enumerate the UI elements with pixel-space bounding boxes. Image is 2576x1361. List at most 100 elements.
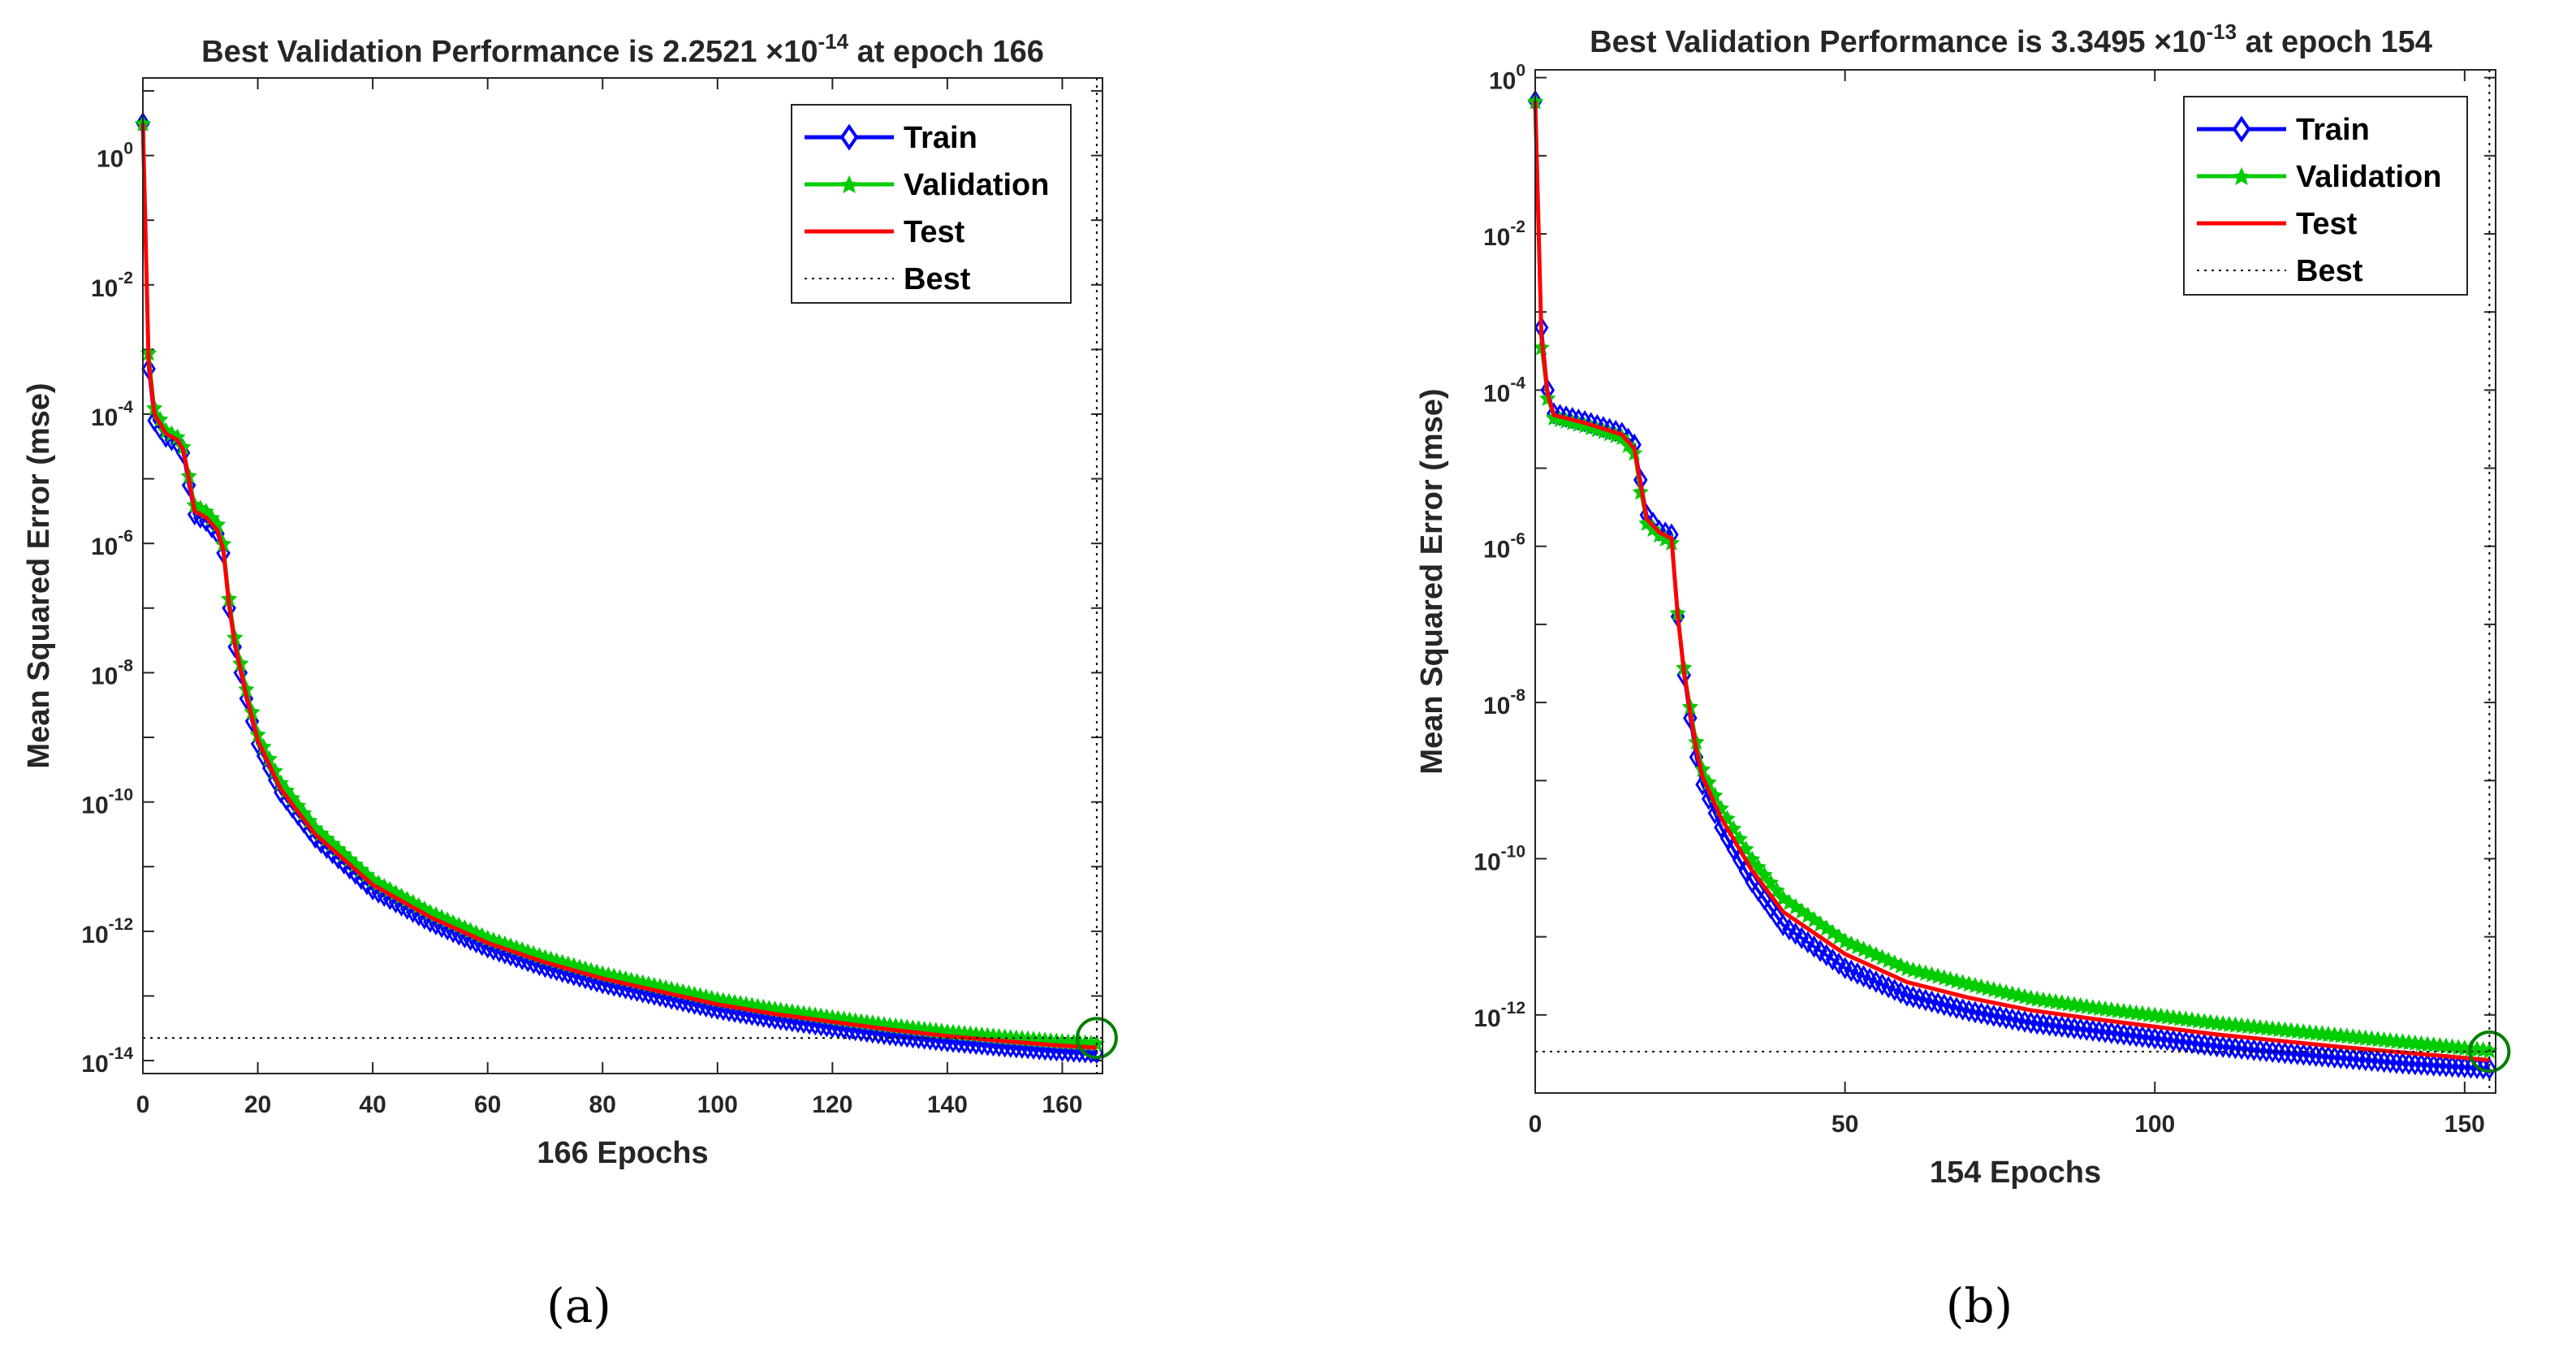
validation-marker <box>1756 866 1773 883</box>
series-markers-train <box>1528 89 2497 1080</box>
y-tick-exponent: -10 <box>1501 842 1525 861</box>
y-tick-exponent: -2 <box>1510 218 1525 236</box>
y-tick-label: 10-6 <box>1483 530 1525 564</box>
y-tick-base: 10 <box>91 404 118 431</box>
y-tick-base: 10 <box>1483 224 1510 251</box>
y-tick-exponent: -12 <box>109 915 133 934</box>
x-tick-label: 0 <box>136 1091 150 1118</box>
series-markers-validation <box>1526 93 2498 1059</box>
validation-marker <box>1768 881 1785 898</box>
legend-label-train: Train <box>904 121 977 155</box>
validation-marker <box>1750 858 1767 875</box>
y-tick-label: 10-12 <box>81 915 133 948</box>
legend-label-best: Best <box>904 262 971 296</box>
best-point-circle <box>2468 1030 2511 1074</box>
title-suffix: at epoch 166 <box>848 35 1044 69</box>
title-exponent: -13 <box>2207 19 2237 44</box>
title-suffix: at epoch 154 <box>2237 25 2432 59</box>
series-line-test <box>1533 101 2490 1063</box>
title-prefix: Best Validation Performance is 3.3495 <box>1590 25 2154 59</box>
best-point-circle <box>1075 1017 1118 1060</box>
x-tick-label: 80 <box>589 1091 616 1118</box>
title-times: × <box>766 35 783 69</box>
validation-marker <box>1620 436 1637 453</box>
y-tick-label: 10-10 <box>1474 842 1525 875</box>
legend-label-best: Best <box>2296 254 2363 288</box>
x-tick-label: 100 <box>2134 1111 2175 1138</box>
y-tick-base: 10 <box>81 793 108 819</box>
x-tick-label: 150 <box>2444 1111 2485 1138</box>
y-tick-label: 10-2 <box>1483 218 1525 251</box>
axes-box <box>142 77 1103 1074</box>
y-axis-label: Mean Squared Error (mse) <box>22 382 56 768</box>
y-tick-exponent: -10 <box>109 786 133 805</box>
chart-title: Best Validation Performance is 2.2521 ×1… <box>201 29 1044 69</box>
y-tick-base: 10 <box>81 922 108 948</box>
y-tick-label: 10-4 <box>1483 374 1525 407</box>
title-prefix: Best Validation Performance is 2.2521 <box>201 35 766 69</box>
y-tick-label: 100 <box>1489 62 1525 95</box>
chart-title: Best Validation Performance is 3.3495 ×1… <box>1590 19 2432 59</box>
y-tick-base: 10 <box>1474 1005 1500 1032</box>
x-tick-label: 20 <box>244 1091 271 1118</box>
title-base: 10 <box>2172 25 2206 59</box>
title-base: 10 <box>783 35 818 69</box>
y-tick-label: 10-8 <box>91 656 133 689</box>
y-tick-exponent: -8 <box>1510 686 1525 705</box>
y-tick-base: 10 <box>91 534 118 560</box>
y-tick-label: 10-4 <box>91 398 133 431</box>
y-tick-label: 10-2 <box>91 269 133 302</box>
train-marker <box>2482 1057 2497 1080</box>
y-tick-exponent: -2 <box>118 269 133 287</box>
legend-marker-validation <box>2232 166 2251 186</box>
validation-marker <box>1762 874 1780 891</box>
x-tick-label: 120 <box>812 1091 852 1118</box>
legend-label-test: Test <box>904 215 965 249</box>
y-tick-exponent: -14 <box>109 1044 134 1063</box>
y-tick-label: 10-6 <box>91 527 133 560</box>
y-tick-base: 10 <box>1483 380 1510 407</box>
x-tick-label: 60 <box>474 1091 501 1118</box>
chart-b: Best Validation Performance is 3.3495 ×1… <box>1415 19 2511 1333</box>
legend-label-train: Train <box>2296 113 2370 147</box>
validation-marker <box>1744 850 1761 867</box>
y-tick-base: 10 <box>91 275 118 302</box>
legend-marker-train <box>839 123 859 151</box>
figure-panel-a: Best Validation Performance is 2.2521 ×1… <box>22 29 1118 1333</box>
y-tick-label: 100 <box>97 140 133 173</box>
legend-label-validation: Validation <box>2296 160 2441 194</box>
legend-label-test: Test <box>2296 207 2358 241</box>
legend-label-validation: Validation <box>904 168 1049 202</box>
x-tick-label: 140 <box>927 1091 968 1118</box>
panel-caption: (b) <box>1946 1278 2013 1333</box>
y-tick-label: 10-10 <box>81 786 133 819</box>
y-tick-exponent: -8 <box>118 656 133 675</box>
x-tick-label: 40 <box>359 1091 386 1118</box>
y-tick-exponent: -12 <box>1501 999 1525 1018</box>
title-exponent: -14 <box>818 29 849 54</box>
y-tick-label: 10-8 <box>1483 686 1525 719</box>
title-times: × <box>2154 25 2172 59</box>
y-tick-base: 10 <box>97 146 123 173</box>
y-tick-base: 10 <box>1483 693 1510 719</box>
x-tick-label: 100 <box>697 1091 738 1118</box>
y-axis-label: Mean Squared Error (mse) <box>1415 388 1449 774</box>
y-tick-base: 10 <box>1489 68 1516 95</box>
y-tick-exponent: -6 <box>118 527 133 546</box>
train-marker <box>1683 706 1698 730</box>
x-axis-label: 166 Epochs <box>537 1136 708 1170</box>
chart-a: Best Validation Performance is 2.2521 ×1… <box>22 29 1118 1333</box>
axes-box <box>1534 69 2496 1094</box>
y-tick-exponent: -4 <box>1510 374 1525 392</box>
y-tick-exponent: -4 <box>118 398 133 417</box>
y-tick-base: 10 <box>1483 537 1510 564</box>
panel-caption: (a) <box>546 1278 611 1333</box>
legend-marker-validation <box>839 175 859 194</box>
y-tick-label: 10-14 <box>81 1044 133 1078</box>
y-tick-base: 10 <box>1474 849 1500 875</box>
x-tick-label: 50 <box>1832 1111 1858 1138</box>
series-line-test <box>140 123 1098 1050</box>
y-tick-label: 10-12 <box>1474 999 1525 1032</box>
x-axis-label: 154 Epochs <box>1930 1156 2101 1190</box>
y-tick-exponent: 0 <box>1516 62 1525 80</box>
